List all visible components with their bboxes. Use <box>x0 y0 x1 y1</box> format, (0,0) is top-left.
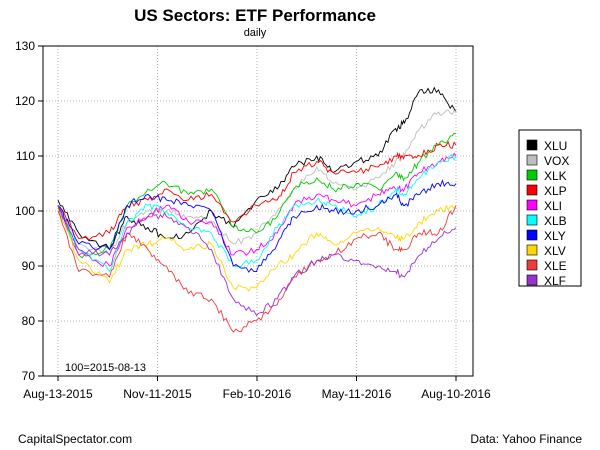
grid-lines <box>43 45 473 377</box>
y-tick-label: 100 <box>15 204 35 218</box>
y-tick-label: 110 <box>16 149 35 163</box>
series-line-xli <box>57 152 457 268</box>
legend-swatch-xlu <box>526 139 538 151</box>
series-line-xlu <box>57 86 457 251</box>
series-line-xly <box>57 179 457 273</box>
y-tick-label: 70 <box>22 369 36 383</box>
x-tick-label: Aug-10-2016 <box>421 387 491 401</box>
y-axis: 70 80 90 100 110 120 130 <box>15 39 43 383</box>
legend-label-xlf: XLF <box>544 274 566 288</box>
base-note: 100=2015-08-13 <box>65 362 146 374</box>
legend-swatch-xlv <box>526 244 538 256</box>
legend-swatch-xlf <box>526 274 538 286</box>
x-tick-label: Feb-10-2016 <box>223 387 292 401</box>
x-axis: Aug-13-2015 Nov-11-2015 Feb-10-2016 May-11-… <box>23 376 491 401</box>
series-line-vox <box>57 109 457 256</box>
legend-label-xlp: XLP <box>544 184 567 198</box>
legend-swatch-xle <box>526 259 538 271</box>
footer-data-source: Data: Yahoo Finance <box>470 432 582 446</box>
x-tick-label: May-11-2016 <box>322 387 392 401</box>
chart-subtitle: daily <box>244 27 267 39</box>
legend-label-xlb: XLB <box>544 214 567 228</box>
legend-label-xly: XLY <box>544 229 566 243</box>
legend-swatch-xlb <box>526 214 538 226</box>
series-line-xle <box>57 205 457 333</box>
legend-swatch-vox <box>526 154 538 166</box>
series-line-xlb <box>57 154 457 273</box>
legend-label-vox: VOX <box>544 154 569 168</box>
y-tick-label: 90 <box>22 259 36 273</box>
series-line-xlf <box>57 205 457 317</box>
y-tick-label: 80 <box>22 314 36 328</box>
plot-border <box>42 45 474 377</box>
series-line-xlp <box>57 140 457 241</box>
legend-swatch-xlp <box>526 184 538 196</box>
legend-swatch-xlk <box>526 169 538 181</box>
series-line-xlv <box>57 204 457 292</box>
series-lines <box>57 86 457 333</box>
legend-swatch-xly <box>526 229 538 241</box>
y-tick-label: 120 <box>15 94 35 108</box>
legend-label-xlk: XLK <box>544 169 567 183</box>
legend-swatch-xli <box>526 199 538 211</box>
legend-label-xlu: XLU <box>544 139 567 153</box>
x-tick-label: Aug-13-2015 <box>23 387 93 401</box>
footer-source-site: CapitalSpectator.com <box>18 432 132 446</box>
legend-label-xlv: XLV <box>544 244 566 258</box>
chart-title: US Sectors: ETF Performance <box>134 6 376 25</box>
series-line-xlk <box>57 132 457 259</box>
legend-label-xle: XLE <box>544 259 567 273</box>
x-tick-label: Nov-11-2015 <box>123 387 192 401</box>
legend-label-xli: XLI <box>544 199 562 213</box>
y-tick-label: 130 <box>15 39 35 53</box>
